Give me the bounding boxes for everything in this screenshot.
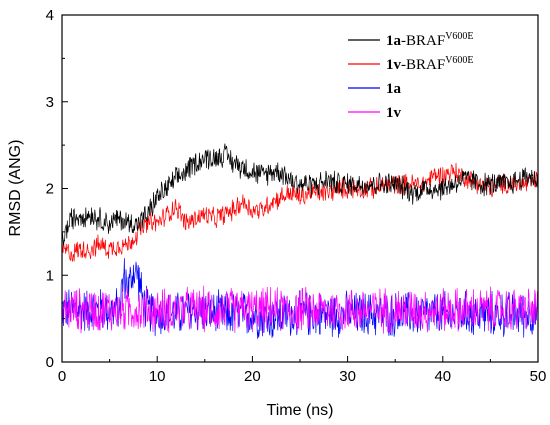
x-tick-label: 40 xyxy=(434,368,451,385)
series-line-1a-brafv600e xyxy=(61,143,539,246)
x-axis: 0 10 20 30 40 50 xyxy=(58,356,547,385)
y-axis: 0 1 2 3 4 xyxy=(46,7,68,371)
y-tick-label: 4 xyxy=(46,7,54,24)
y-tick-label: 1 xyxy=(46,267,54,284)
x-tick-label: 10 xyxy=(149,368,166,385)
x-tick-label: 20 xyxy=(244,368,261,385)
legend-label: 1a-BRAFV600E xyxy=(386,31,474,49)
series-line-1v-brafv600e xyxy=(61,162,539,262)
legend-label: 1v-BRAFV600E xyxy=(386,55,474,73)
series-layer xyxy=(61,143,539,339)
x-tick-label: 0 xyxy=(58,368,66,385)
y-tick-label: 3 xyxy=(46,94,54,111)
legend-label: 1v xyxy=(386,105,402,121)
legend: 1a-BRAFV600E 1v-BRAFV600E 1a 1v xyxy=(348,31,474,121)
series-line-1a xyxy=(61,258,539,339)
x-tick-label: 30 xyxy=(339,368,356,385)
y-tick-label: 2 xyxy=(46,181,54,198)
x-tick-label: 50 xyxy=(530,368,547,385)
x-axis-title: Time (ns) xyxy=(267,402,334,419)
y-axis-title: RMSD (ANG) xyxy=(7,140,24,237)
series-line-1v xyxy=(61,285,539,334)
y-tick-label: 0 xyxy=(46,354,54,371)
legend-label: 1a xyxy=(386,81,402,97)
